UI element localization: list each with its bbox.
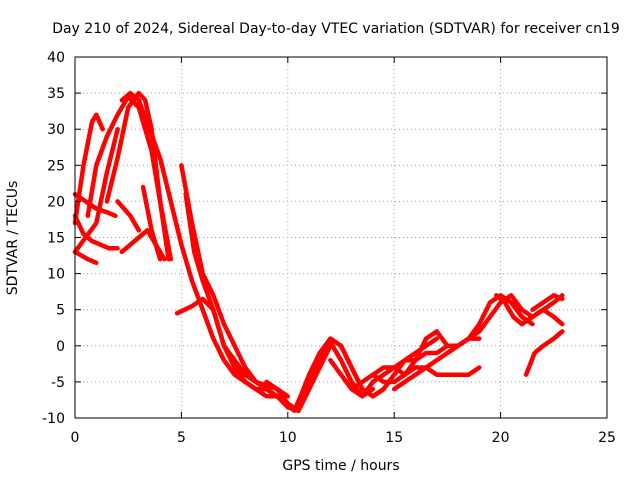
- series-track-1: [72, 112, 105, 226]
- series-track-23: [530, 293, 565, 312]
- series-track-14: [183, 191, 376, 414]
- tick-group: 0 5 10 15 20 25 -10 -5 0 5 10 15 20 25 30 35 40: [42, 50, 616, 446]
- series-track-2: [72, 249, 99, 266]
- x-tick-label: 0: [71, 430, 80, 446]
- y-tick-label: 25: [47, 158, 65, 174]
- series-track-21: [494, 293, 565, 327]
- series-group: [72, 90, 565, 414]
- y-tick-label: 35: [47, 86, 65, 102]
- y-tick-label: 10: [47, 267, 65, 283]
- series-track-15: [264, 336, 440, 414]
- y-tick-label: 30: [47, 122, 65, 138]
- series-track-7: [104, 90, 171, 262]
- series-track-4: [72, 213, 120, 251]
- y-tick-label: 5: [56, 303, 65, 319]
- series-track-5: [72, 126, 120, 255]
- y-tick-label: -5: [51, 375, 65, 391]
- y-tick-label: 0: [56, 339, 65, 355]
- series-track-10: [140, 184, 163, 262]
- x-tick-label: 5: [177, 430, 186, 446]
- x-axis-label: GPS time / hours: [282, 458, 399, 474]
- series-track-8: [119, 90, 333, 414]
- series-track-3: [72, 191, 118, 219]
- y-tick-label: 40: [47, 50, 65, 66]
- x-tick-label: 25: [598, 430, 616, 446]
- series-track-16: [328, 329, 450, 399]
- y-tick-label: 15: [47, 231, 65, 247]
- x-tick-label: 10: [279, 430, 297, 446]
- y-tick-label: 20: [47, 194, 65, 210]
- x-tick-label: 20: [492, 430, 510, 446]
- y-axis-label: SDTVAR / TECUs: [5, 181, 21, 296]
- chart-title: Day 210 of 2024, Sidereal Day-to-day VTE…: [52, 21, 620, 37]
- y-tick-label: -10: [42, 411, 65, 427]
- x-tick-label: 15: [385, 430, 403, 446]
- series-track-11: [115, 199, 142, 233]
- series-track-22: [523, 329, 565, 377]
